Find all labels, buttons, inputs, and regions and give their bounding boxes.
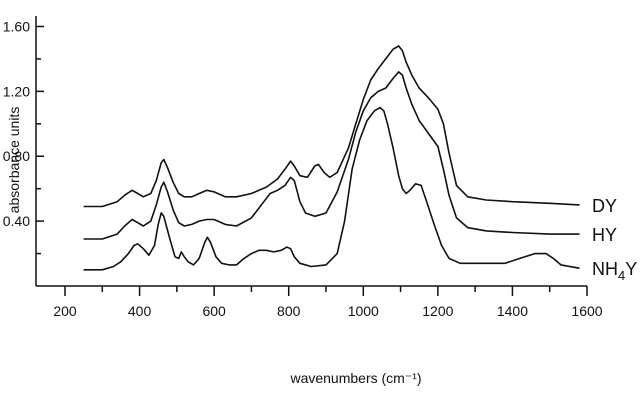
x-tick-label: 1400 xyxy=(497,303,528,319)
series-line-nh4y xyxy=(83,106,580,271)
series-labels: DY HY NH4Y xyxy=(592,196,637,283)
x-tick-label: 1200 xyxy=(422,303,453,319)
x-tick-label: 1000 xyxy=(348,303,379,319)
series-layer xyxy=(83,45,580,271)
x-axis: 200 400 600 800 1000 1200 1400 1600 xyxy=(36,285,603,319)
y-tick-label: 1.20 xyxy=(3,83,30,99)
series-label-hy: HY xyxy=(592,225,617,245)
y-axis-title: absorbance units xyxy=(6,107,22,214)
x-tick-label: 600 xyxy=(202,303,226,319)
y-axis: 0.40 0.80 1.20 1.60 xyxy=(3,16,44,286)
x-tick-label: 1600 xyxy=(571,303,602,319)
series-label-nh4y: NH4Y xyxy=(592,259,637,283)
y-tick-label: 0.40 xyxy=(3,213,30,229)
series-line-dy xyxy=(83,45,580,208)
x-tick-label: 400 xyxy=(128,303,152,319)
series-line-hy xyxy=(83,71,580,240)
series-label-dy: DY xyxy=(592,196,617,216)
x-tick-label: 200 xyxy=(53,303,77,319)
x-tick-label: 800 xyxy=(277,303,301,319)
y-tick-label: 1.60 xyxy=(3,18,30,34)
y-tick-label: 0.80 xyxy=(3,148,30,164)
x-axis-title: wavenumbers (cm⁻¹) xyxy=(289,370,421,386)
